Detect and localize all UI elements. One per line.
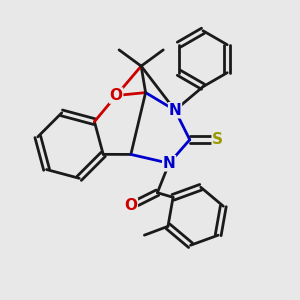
Text: O: O xyxy=(124,198,137,213)
Text: N: N xyxy=(169,103,182,118)
Text: S: S xyxy=(212,132,223,147)
Text: N: N xyxy=(163,156,175,171)
Text: O: O xyxy=(110,88,123,103)
